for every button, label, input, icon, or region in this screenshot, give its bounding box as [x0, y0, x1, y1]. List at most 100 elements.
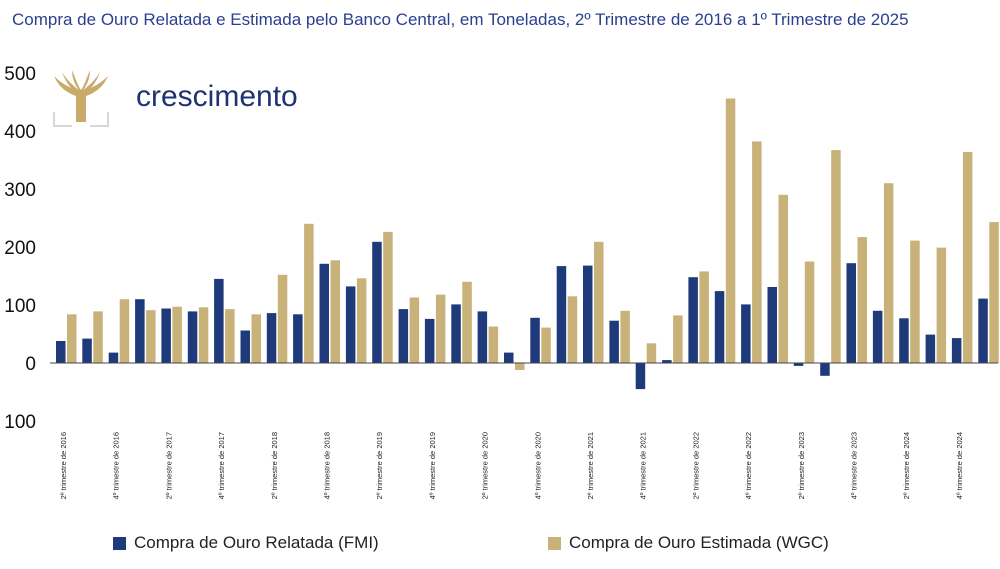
bar-wgc [620, 310, 630, 363]
bar-fmi [846, 263, 856, 363]
bar-wgc [989, 222, 999, 363]
bar-wgc [462, 281, 472, 363]
bar-fmi [793, 363, 804, 366]
x-tick-label: 2º trimestre de 2019 [375, 432, 384, 499]
x-tick-label: 4º trimestre de 2021 [639, 432, 648, 499]
bar-fmi [187, 311, 198, 363]
x-tick-label: 4º trimestre de 2022 [744, 432, 753, 499]
bar-fmi [767, 287, 777, 363]
legend-swatch-fmi [113, 536, 126, 550]
bar-fmi [662, 360, 672, 363]
x-tick-label: 2º trimestre de 2021 [586, 432, 595, 499]
bar-fmi [477, 311, 488, 363]
bar-wgc [778, 194, 788, 363]
y-tick-label: 0 [25, 354, 36, 375]
x-tick-label: 2º trimestre de 2023 [797, 432, 806, 499]
bar-fmi [741, 304, 751, 363]
bar-fmi [925, 334, 936, 363]
legend-item-wgc: Compra de Ouro Estimada (WGC) [548, 533, 829, 553]
bar-fmi [872, 310, 883, 363]
bar-fmi [240, 330, 250, 363]
bar-wgc [67, 314, 77, 363]
chart-title: Compra de Ouro Relatada e Estimada pelo … [12, 10, 909, 29]
bar-wgc [804, 261, 815, 363]
bar-wgc [409, 297, 420, 363]
bar-fmi [609, 320, 619, 363]
bar-wgc [857, 237, 867, 363]
bar-fmi [583, 265, 593, 363]
x-tick-label: 4º trimestre de 2016 [112, 432, 121, 499]
bar-wgc [541, 327, 551, 363]
bar-fmi [951, 338, 962, 363]
bar-wgc [752, 141, 762, 363]
y-tick-label: 200 [4, 238, 36, 259]
bar-fmi [451, 304, 461, 363]
bar-wgc [119, 299, 130, 363]
x-tick-label: 4º trimestre de 2024 [955, 432, 964, 499]
bar-fmi [214, 278, 224, 363]
bar-wgc [515, 363, 525, 370]
bar-fmi [108, 352, 119, 363]
bar-wgc [567, 296, 578, 363]
x-tick-label: 4º trimestre de 2019 [428, 432, 437, 499]
bar-fmi [899, 318, 909, 363]
bar-fmi [319, 263, 329, 363]
bar-wgc [383, 231, 393, 363]
bar-wgc [304, 223, 314, 363]
bar-wgc [594, 241, 604, 363]
bar-fmi [135, 299, 145, 363]
x-tick-label: 4º trimestre de 2020 [533, 432, 542, 499]
bar-fmi [293, 314, 303, 363]
y-tick-label: 100 [4, 296, 36, 317]
bar-wgc [93, 311, 103, 363]
x-tick-label: 2º trimestre de 2017 [164, 432, 173, 499]
bar-fmi [266, 313, 277, 363]
bar-fmi [504, 352, 514, 363]
bar-fmi [820, 363, 830, 376]
brand-name: crescimento [136, 80, 298, 113]
y-tick-label: 100 [4, 412, 36, 433]
bar-wgc [330, 260, 340, 363]
bar-wgc [646, 343, 657, 363]
bar-wgc [488, 326, 499, 363]
bar-fmi [398, 309, 409, 363]
bar-wgc [277, 274, 288, 363]
x-tick-label: 2º trimestre de 2022 [691, 432, 700, 499]
x-tick-label: 2º trimestre de 2016 [59, 432, 68, 499]
bar-wgc [962, 151, 973, 363]
bar-fmi [688, 277, 698, 363]
bar-fmi [372, 241, 382, 363]
legend-label-wgc: Compra de Ouro Estimada (WGC) [569, 533, 829, 552]
bar-fmi [161, 308, 171, 363]
y-tick-label: 400 [4, 122, 36, 143]
x-tick-label: 2º trimestre de 2020 [481, 432, 490, 499]
bar-wgc [936, 247, 947, 363]
bar-wgc [673, 315, 683, 363]
bar-fmi [978, 298, 988, 363]
tree-logo-icon [53, 70, 109, 127]
x-tick-label: 2º trimestre de 2024 [902, 432, 911, 499]
bar-fmi [556, 266, 567, 363]
bar-wgc [172, 306, 182, 363]
bar-fmi [714, 291, 725, 363]
legend-swatch-wgc [548, 536, 561, 550]
x-tick-label: 4º trimestre de 2023 [850, 432, 859, 499]
x-tick-label: 4º trimestre de 2017 [217, 432, 226, 499]
bar-wgc [831, 150, 841, 363]
bar-fmi [424, 318, 435, 363]
bar-fmi [635, 363, 646, 390]
bar-fmi [82, 338, 92, 363]
bar-wgc [435, 294, 446, 363]
bar-wgc [146, 310, 156, 363]
bar-wgc [725, 98, 736, 363]
y-tick-label: 300 [4, 180, 36, 201]
bar-wgc [198, 307, 209, 363]
bar-fmi [345, 286, 356, 363]
bar-wgc [251, 314, 261, 363]
bar-wgc [356, 278, 367, 363]
bar-wgc [910, 240, 920, 363]
legend-item-fmi: Compra de Ouro Relatada (FMI) [113, 533, 379, 553]
x-tick-label: 4º trimestre de 2018 [323, 432, 332, 499]
x-tick-label: 2º trimestre de 2018 [270, 432, 279, 499]
